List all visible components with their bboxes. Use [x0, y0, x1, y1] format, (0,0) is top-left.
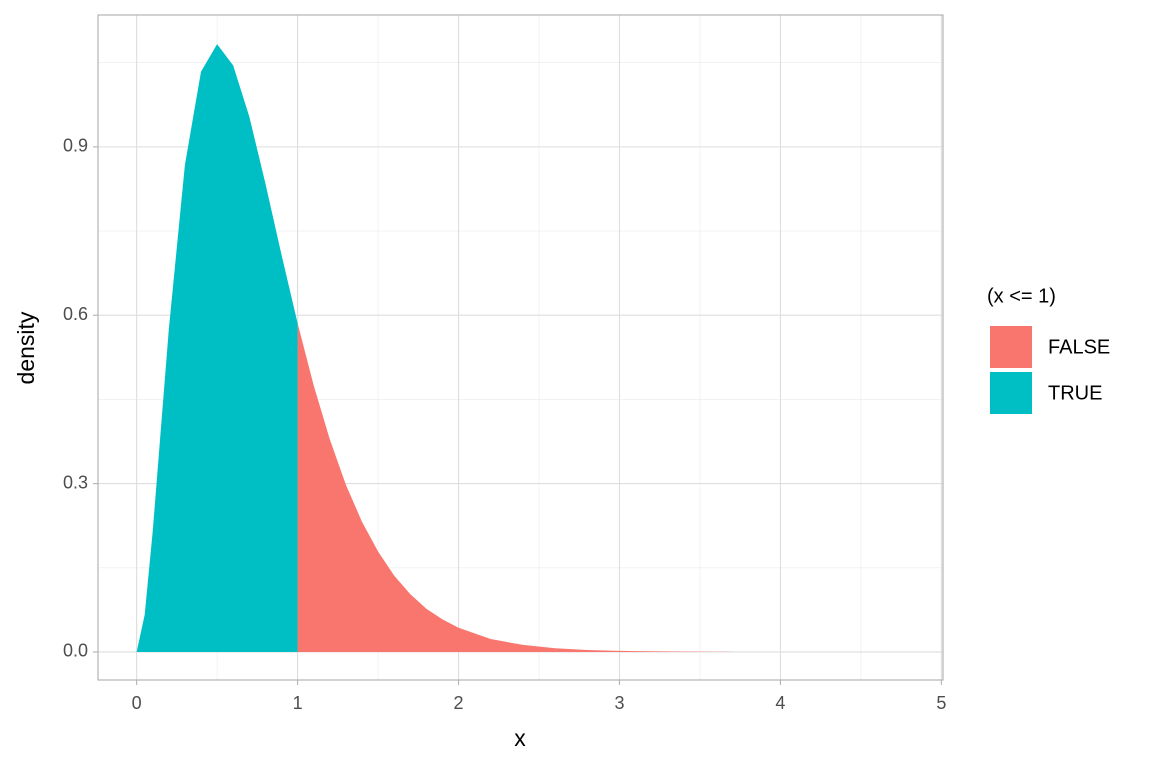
x-tick-label: 5: [936, 693, 946, 713]
y-tick-label: 0.3: [63, 472, 88, 492]
y-tick-label: 0.6: [63, 304, 88, 324]
x-tick-label: 4: [775, 693, 785, 713]
x-axis-title: x: [514, 725, 526, 751]
legend-key: [990, 372, 1032, 414]
x-tick-label: 2: [454, 693, 464, 713]
panel-border: [97, 14, 944, 681]
area: [136, 44, 298, 652]
legend-label: FALSE: [1048, 336, 1110, 358]
legend-key: [990, 326, 1032, 368]
legend-title: (x <= 1): [987, 285, 1056, 307]
area: [297, 323, 733, 652]
x-tick-label: 0: [132, 693, 142, 713]
marks: [136, 44, 733, 652]
x-tick-label: 1: [293, 693, 303, 713]
y-tick-label: 0.0: [63, 641, 88, 661]
legend-label: TRUE: [1048, 382, 1102, 404]
y-axis-title: density: [13, 311, 39, 384]
x-tick-label: 3: [614, 693, 624, 713]
y-tick-label: 0.9: [63, 136, 88, 156]
